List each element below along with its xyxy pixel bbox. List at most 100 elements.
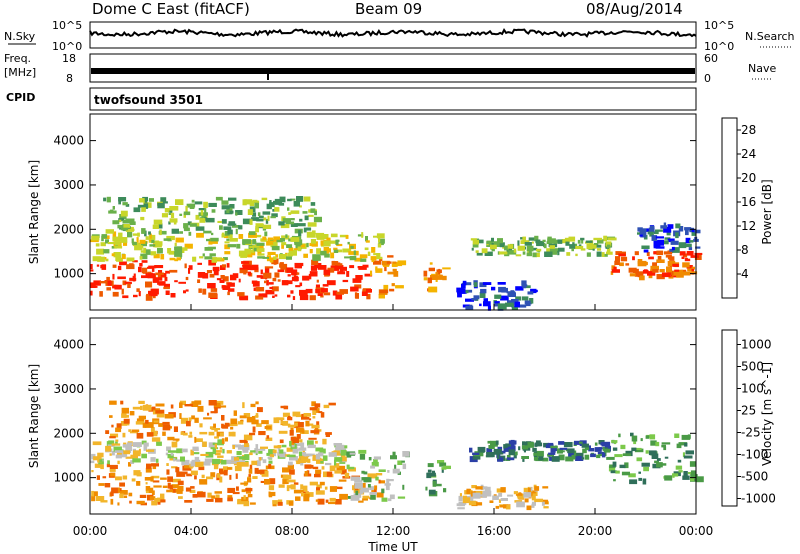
data-cell <box>337 249 343 253</box>
data-cell <box>134 245 143 251</box>
data-cell <box>534 486 540 491</box>
y-tick-label: 2000 <box>53 426 84 440</box>
colorbar-tick-label: 4 <box>741 267 749 281</box>
data-cell <box>303 196 311 202</box>
data-cell <box>274 294 278 297</box>
data-cell <box>258 215 264 218</box>
data-cell <box>195 438 203 442</box>
data-cell <box>166 446 171 452</box>
data-cell <box>536 248 542 252</box>
data-cell <box>122 220 129 224</box>
data-cell <box>543 242 546 248</box>
data-cell <box>149 496 156 500</box>
colorbar-tick-label: -25 <box>741 426 761 440</box>
data-cell <box>298 447 307 451</box>
data-cell <box>300 244 306 248</box>
data-cell <box>268 464 272 469</box>
data-cell <box>610 470 617 474</box>
data-cell <box>389 494 395 500</box>
data-cell <box>209 253 216 257</box>
data-cell <box>248 474 251 477</box>
data-cell <box>206 498 214 502</box>
data-cell <box>169 206 179 211</box>
data-cell <box>119 261 127 266</box>
data-cell <box>179 400 186 406</box>
data-cell <box>508 449 515 456</box>
data-cell <box>432 481 437 487</box>
data-cell <box>90 239 99 243</box>
data-cell <box>206 476 214 480</box>
data-cell <box>183 223 189 229</box>
data-cell <box>669 248 674 252</box>
data-cell <box>219 279 225 283</box>
data-cell <box>340 469 347 475</box>
data-cell <box>314 403 321 408</box>
data-cell <box>430 274 438 280</box>
data-cell <box>638 477 642 481</box>
nsky-tick-top: 10^5 <box>52 19 82 32</box>
data-cell <box>694 229 701 234</box>
data-cell <box>596 251 602 257</box>
data-cell <box>500 295 509 301</box>
data-cell <box>578 244 582 247</box>
data-cell <box>148 198 154 202</box>
data-cell <box>266 203 272 210</box>
time-axis-label: Time UT <box>367 540 418 554</box>
data-cell <box>135 451 141 455</box>
data-cell <box>157 502 161 505</box>
data-cell <box>154 265 164 269</box>
data-cell <box>674 269 680 272</box>
data-cell <box>661 442 671 445</box>
data-cell <box>681 434 691 440</box>
data-cell <box>262 211 271 215</box>
data-cell <box>204 217 208 221</box>
data-cell <box>148 234 156 240</box>
data-cell <box>145 236 149 240</box>
data-cell <box>629 479 638 485</box>
data-cell <box>371 461 379 467</box>
data-cell <box>198 208 206 211</box>
data-cell <box>618 253 626 257</box>
data-cell <box>661 272 671 278</box>
data-cell <box>362 498 368 501</box>
data-cell <box>277 501 283 506</box>
data-cell <box>630 432 634 437</box>
data-cell <box>148 231 151 235</box>
data-cell <box>302 275 310 281</box>
data-cell <box>678 242 687 249</box>
data-cell <box>532 252 537 258</box>
data-cell <box>254 448 258 454</box>
data-cell <box>111 424 114 428</box>
data-cell <box>614 260 620 265</box>
data-cell <box>240 482 249 485</box>
data-cell <box>190 486 195 489</box>
data-cell <box>290 237 300 242</box>
data-cell <box>350 495 360 501</box>
data-cell <box>189 203 195 209</box>
data-cell <box>466 488 471 494</box>
data-cell <box>311 259 319 265</box>
data-cell <box>138 415 146 420</box>
data-cell <box>638 471 641 474</box>
data-cell <box>107 444 115 447</box>
data-cell <box>489 455 493 458</box>
data-cell <box>390 455 397 460</box>
data-cell <box>579 441 583 444</box>
data-cell <box>480 288 487 294</box>
data-cell <box>221 264 226 268</box>
data-cell <box>264 280 267 284</box>
data-cell <box>672 247 680 253</box>
data-cell <box>678 470 683 473</box>
data-cell <box>175 199 184 205</box>
data-cell <box>119 214 127 220</box>
data-cell <box>226 263 230 268</box>
cpid-label: CPID <box>6 91 35 104</box>
data-cell <box>305 420 310 427</box>
data-cell <box>252 212 257 217</box>
data-cell <box>122 475 128 480</box>
freq-tick-bottom: 8 <box>66 72 73 85</box>
data-cell <box>640 228 647 235</box>
data-cell <box>307 440 314 446</box>
data-cell <box>130 454 138 459</box>
data-cell <box>236 462 245 467</box>
